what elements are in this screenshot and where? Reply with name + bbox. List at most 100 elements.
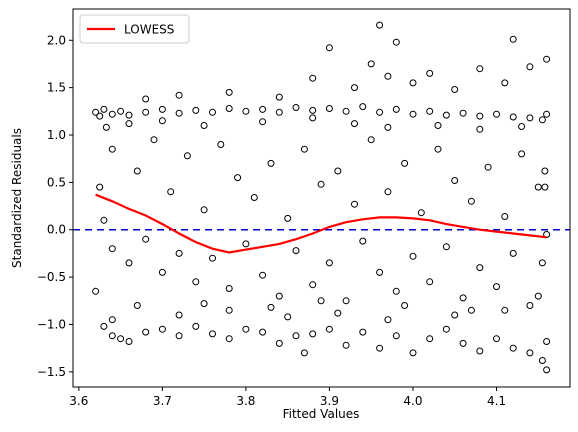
residual-point: [543, 231, 551, 238]
residual-point: [325, 325, 333, 333]
residual-point: [317, 297, 325, 305]
lowess-curve: [95, 193, 547, 254]
residual-point: [518, 150, 526, 158]
y-axis: −1.5 −1.0 −0.5 0.0 0.5 1.0 1.5 2.0: [37, 33, 73, 379]
residual-point: [384, 123, 392, 131]
residual-point: [117, 335, 125, 343]
residual-point: [534, 292, 542, 300]
residual-point: [543, 366, 551, 374]
residual-point: [125, 120, 133, 128]
residual-point: [209, 108, 216, 116]
residual-point: [434, 145, 442, 153]
residual-point: [384, 316, 392, 324]
residual-point: [275, 339, 283, 347]
residual-point: [275, 93, 283, 101]
residual-point: [459, 294, 467, 302]
residual-point: [300, 349, 308, 357]
residual-point: [284, 214, 292, 222]
residual-point: [167, 188, 175, 196]
residual-point: [158, 117, 166, 125]
residual-point: [200, 300, 208, 308]
y-tick-label: 2.0: [47, 33, 66, 47]
residual-point: [209, 254, 216, 262]
residual-point: [342, 341, 350, 349]
residual-point: [384, 188, 392, 196]
residual-point: [234, 174, 242, 182]
residual-point: [493, 110, 500, 118]
residual-point: [367, 60, 375, 68]
residual-point: [501, 79, 509, 87]
residual-point: [142, 235, 150, 243]
residual-point: [217, 141, 225, 148]
residual-point: [259, 271, 267, 279]
residual-point: [543, 55, 551, 63]
residual-point: [392, 38, 400, 46]
residual-point: [102, 123, 110, 131]
residual-point: [267, 303, 275, 311]
plot-area: [73, 21, 570, 374]
residual-point: [108, 332, 116, 340]
residual-point: [538, 116, 546, 124]
residual-point: [158, 268, 166, 276]
residual-point: [538, 259, 546, 267]
residual-point: [292, 332, 300, 340]
x-axis-label: Fitted Values: [283, 407, 360, 421]
residual-point: [133, 167, 141, 175]
residual-point: [401, 159, 409, 167]
residual-point: [384, 72, 392, 80]
legend: LOWESS: [79, 14, 190, 44]
y-tick-label: 1.5: [47, 81, 66, 95]
residual-point: [192, 278, 200, 286]
residual-point: [509, 344, 517, 352]
residual-point: [409, 252, 417, 260]
residual-point: [426, 335, 434, 343]
residual-point: [100, 216, 108, 224]
x-tick-label: 3.9: [320, 394, 339, 408]
residual-point: [175, 91, 183, 99]
residual-point: [275, 108, 283, 116]
residual-point: [175, 332, 183, 340]
residual-point: [125, 259, 133, 267]
residual-point: [351, 200, 358, 208]
residual-point: [351, 84, 358, 92]
residual-point: [92, 287, 100, 295]
y-tick-label: −1.5: [37, 365, 66, 379]
residual-point: [493, 335, 500, 343]
residual-point: [325, 259, 333, 267]
residual-point: [409, 110, 417, 118]
residual-point: [259, 105, 267, 113]
residual-point: [100, 322, 108, 330]
residual-point: [376, 108, 384, 116]
residual-point: [175, 109, 183, 117]
residual-point: [225, 335, 233, 343]
residual-point: [459, 109, 467, 117]
residual-point: [376, 21, 384, 29]
residual-point: [518, 123, 526, 130]
axes-frame: [72, 8, 571, 388]
residual-point: [225, 285, 233, 292]
residual-point: [442, 111, 450, 119]
residual-point: [284, 313, 292, 321]
residual-point: [200, 206, 208, 214]
residual-point: [259, 118, 267, 126]
y-axis-label: Standardized Residuals: [10, 128, 24, 268]
residual-point: [401, 302, 409, 309]
residual-point: [543, 338, 551, 345]
residual-point: [125, 338, 133, 345]
residual-point: [476, 264, 484, 272]
residual-point: [108, 145, 116, 153]
residual-point: [426, 278, 434, 286]
residual-point: [309, 106, 317, 114]
legend-lowess-label: LOWESS: [124, 23, 174, 37]
residual-point: [501, 306, 509, 314]
residual-point: [317, 180, 325, 188]
residual-point: [509, 113, 517, 121]
residual-point: [242, 325, 250, 333]
residual-point: [434, 122, 442, 129]
residual-point: [467, 197, 475, 205]
residual-point: [392, 332, 400, 340]
residual-point: [142, 108, 150, 116]
residual-point: [541, 183, 549, 191]
residual-point: [175, 311, 183, 319]
residual-point: [409, 79, 417, 87]
